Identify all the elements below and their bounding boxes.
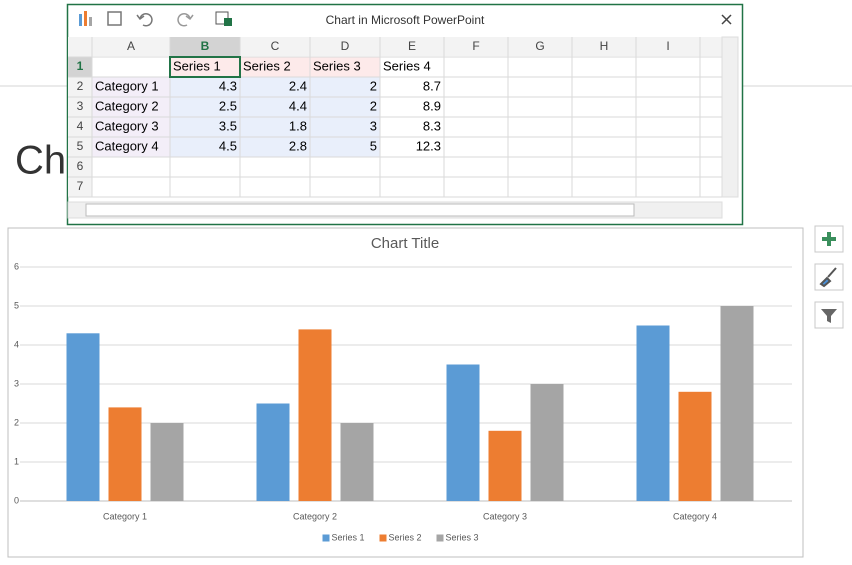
bar [150, 423, 184, 501]
cell: 5 [370, 138, 377, 153]
undo-button[interactable] [136, 13, 153, 27]
x-tick-label: Category 4 [673, 511, 717, 521]
column-header: E [408, 39, 416, 53]
cell: Series 4 [383, 58, 431, 73]
column-header: I [666, 39, 669, 53]
y-tick-label: 1 [14, 456, 19, 466]
bar [298, 329, 332, 501]
column-header: F [472, 39, 479, 53]
cell: 2.8 [289, 138, 307, 153]
cell: 2 [370, 98, 377, 113]
vertical-scrollbar[interactable] [721, 36, 739, 198]
bar [678, 391, 712, 501]
cell: Category 1 [95, 78, 159, 93]
legend-label: Series 2 [389, 532, 422, 542]
row-header: 1 [77, 59, 84, 73]
cell: Category 2 [95, 98, 159, 113]
legend-swatch [379, 534, 387, 542]
chart-title: Chart Title [371, 235, 439, 252]
column-header: C [271, 39, 280, 53]
cell: 4.5 [219, 138, 237, 153]
bar [720, 306, 754, 501]
chart-frame[interactable] [7, 227, 804, 558]
cell: Series 1 [173, 58, 221, 73]
active-cell [169, 56, 241, 78]
sheet-grid: A B C D E F G H I 1 2 3 4 5 6 7 Series 1 Series 2 Series 3… [68, 37, 722, 198]
y-tick-label: 3 [14, 378, 19, 388]
x-tick-label: Category 2 [293, 511, 337, 521]
legend-label: Series 3 [446, 532, 479, 542]
cell: 2.4 [289, 78, 307, 93]
column-header: B [201, 39, 210, 53]
chart-elements-button[interactable] [814, 225, 844, 253]
y-tick-label: 4 [14, 339, 19, 349]
row-header: 2 [77, 79, 84, 93]
y-tick-label: 0 [14, 495, 19, 505]
bar [636, 325, 670, 501]
cell: 4.3 [219, 78, 237, 93]
cell: 1.8 [289, 118, 307, 133]
cell: Category 3 [95, 118, 159, 133]
cell: 2 [370, 78, 377, 93]
redo-button[interactable] [177, 13, 194, 27]
row-header: 4 [77, 119, 84, 133]
cell: Category 4 [95, 138, 159, 153]
row-header: 5 [77, 139, 84, 153]
legend-swatch [436, 534, 444, 542]
cell: 8.9 [423, 98, 441, 113]
active-col-header [170, 37, 240, 56]
cell: 3 [370, 118, 377, 133]
row-header: 3 [77, 99, 84, 113]
bar [256, 403, 290, 501]
cell: Series 2 [243, 58, 291, 73]
row-header: 7 [77, 179, 84, 193]
x-tick-label: Category 3 [483, 511, 527, 521]
cell: 12.3 [416, 138, 441, 153]
active-row-header [68, 57, 92, 77]
chart: 0 1 2 3 4 5 6 Category 1 Category 2 Category 3 Cat… [14, 261, 792, 542]
cell: 2.5 [219, 98, 237, 113]
y-tick-label: 5 [14, 300, 19, 310]
row-header: 6 [77, 159, 84, 173]
bar [108, 407, 142, 501]
y-tick-label: 6 [14, 261, 19, 271]
column-header: A [127, 39, 135, 53]
cell: 4.4 [289, 98, 307, 113]
cell: 8.7 [423, 78, 441, 93]
y-tick-label: 2 [14, 417, 19, 427]
bar [340, 423, 374, 501]
bar [446, 364, 480, 501]
close-button[interactable] [721, 14, 732, 25]
save-button[interactable] [107, 11, 122, 26]
column-header: H [600, 39, 609, 53]
chart-filters-button[interactable] [814, 301, 844, 329]
column-header: D [341, 39, 350, 53]
bar [66, 333, 100, 501]
legend-label: Series 1 [332, 532, 365, 542]
cell: 3.5 [219, 118, 237, 133]
x-tick-label: Category 1 [103, 511, 147, 521]
chart-styles-button[interactable] [814, 263, 844, 291]
cell: 8.3 [423, 118, 441, 133]
column-header: G [535, 39, 544, 53]
cell: Series 3 [313, 58, 361, 73]
legend-swatch [322, 534, 330, 542]
window-title: Chart in Microsoft PowerPoint [326, 13, 485, 27]
bar [488, 430, 522, 501]
excel-button[interactable] [215, 11, 232, 26]
bar [530, 384, 564, 501]
